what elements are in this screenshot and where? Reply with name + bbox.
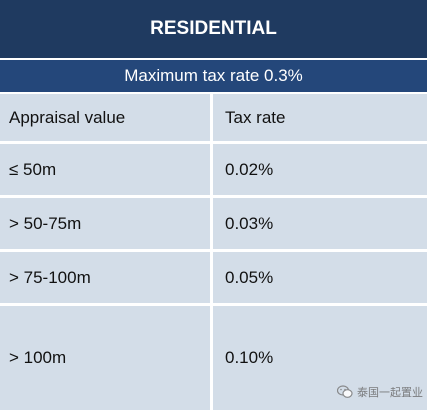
appraisal-value-cell: > 75-100m bbox=[0, 252, 210, 303]
tax-rate-cell: 0.02% bbox=[213, 144, 427, 195]
header-tax-rate: Tax rate bbox=[213, 94, 427, 141]
tax-rate-cell: 0.03% bbox=[213, 198, 427, 249]
table-title-text: RESIDENTIAL bbox=[150, 18, 277, 39]
table-subtitle-text: Maximum tax rate 0.3% bbox=[124, 66, 303, 85]
appraisal-value-cell: > 100m bbox=[0, 306, 210, 410]
appraisal-value-cell: > 50-75m bbox=[0, 198, 210, 249]
tax-rate-cell: 0.10% bbox=[213, 306, 427, 410]
watermark: 泰国一起置业 bbox=[337, 384, 423, 400]
tax-rate-cell: 0.05% bbox=[213, 252, 427, 303]
table-row: > 100m 0.10% bbox=[0, 306, 427, 410]
table-row: > 75-100m 0.05% bbox=[0, 252, 427, 303]
table-title: RESIDENTIAL bbox=[0, 0, 427, 58]
watermark-text: 泰国一起置业 bbox=[357, 387, 423, 399]
appraisal-value-cell: ≤ 50m bbox=[0, 144, 210, 195]
header-appraisal-value: Appraisal value bbox=[0, 94, 210, 141]
wechat-icon bbox=[337, 385, 353, 398]
table-row: ≤ 50m 0.02% bbox=[0, 144, 427, 195]
table-header-row: Appraisal value Tax rate bbox=[0, 94, 427, 141]
table-row: > 50-75m 0.03% bbox=[0, 198, 427, 249]
table-subtitle: Maximum tax rate 0.3% bbox=[0, 60, 427, 92]
